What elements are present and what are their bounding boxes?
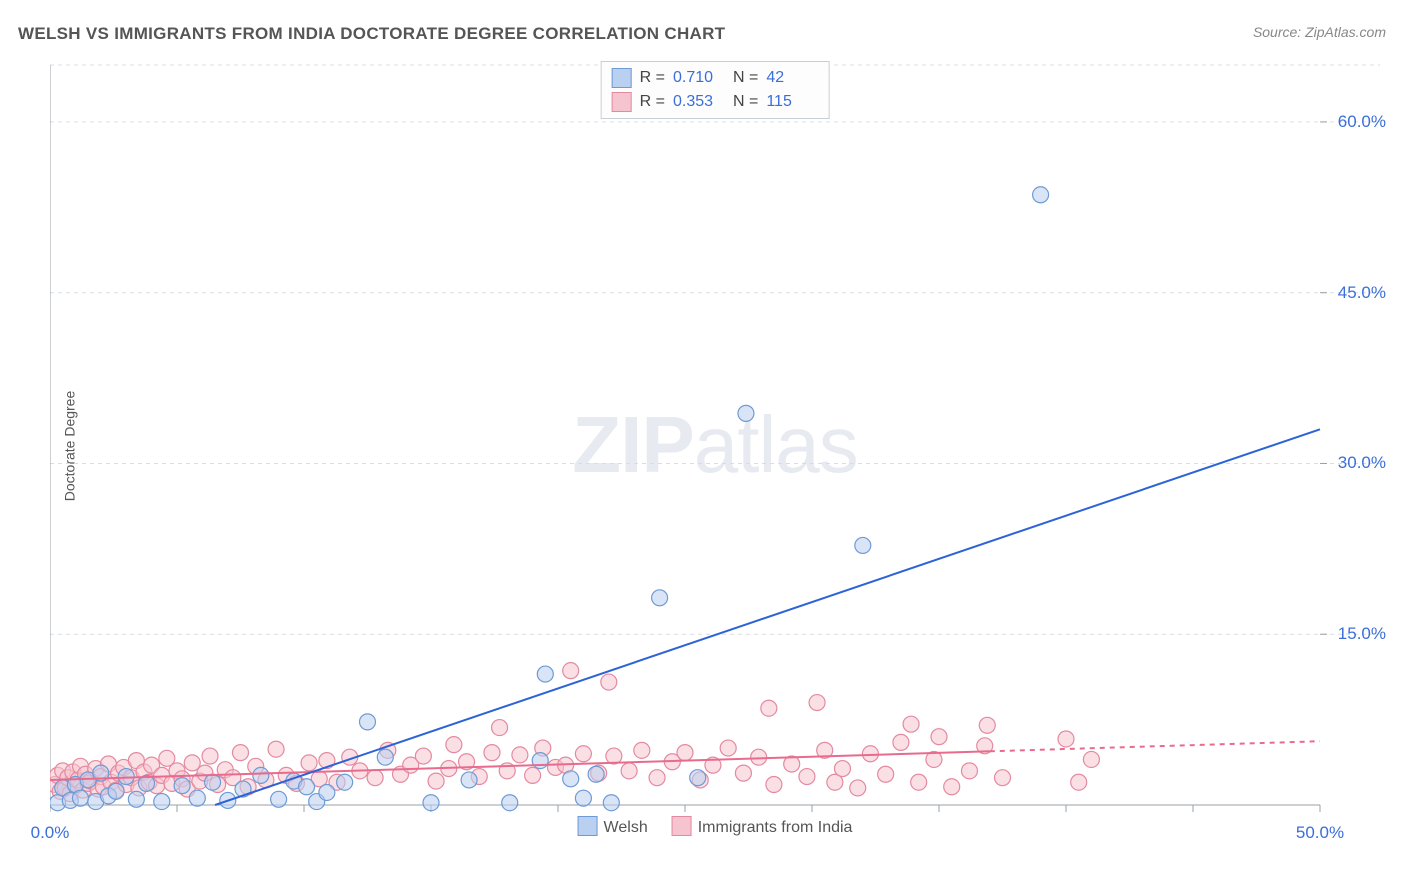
y-tick-label: 60.0%: [1338, 112, 1386, 132]
n-label-india: N =: [733, 93, 758, 111]
legend-bottom-label-welsh: Welsh: [604, 819, 648, 836]
legend-stats-row-welsh: R = 0.710 N = 42: [612, 66, 819, 90]
legend-stats-box: R = 0.710 N = 42 R = 0.353 N = 115: [601, 61, 830, 119]
legend-swatch-india: [612, 92, 632, 112]
legend-bottom-swatch-india: [672, 816, 692, 836]
y-tick-label: 45.0%: [1338, 283, 1386, 303]
legend-swatch-welsh: [612, 68, 632, 88]
r-value-welsh: 0.710: [673, 69, 725, 87]
legend-item-welsh: Welsh: [578, 816, 648, 837]
y-tick-label: 30.0%: [1338, 453, 1386, 473]
n-value-welsh: 42: [766, 69, 818, 87]
n-value-india: 115: [766, 93, 818, 111]
r-label-welsh: R =: [640, 69, 665, 87]
x-tick-label: 0.0%: [31, 823, 70, 843]
chart-svg: [50, 55, 1380, 835]
chart-title: WELSH VS IMMIGRANTS FROM INDIA DOCTORATE…: [18, 24, 725, 44]
legend-stats-row-india: R = 0.353 N = 115: [612, 90, 819, 114]
r-label-india: R =: [640, 93, 665, 111]
x-tick-label: 50.0%: [1296, 823, 1344, 843]
legend-bottom-swatch-welsh: [578, 816, 598, 836]
chart-plot-area: ZIPatlas R = 0.710 N = 42 R = 0.353 N = …: [50, 55, 1380, 835]
n-label-welsh: N =: [733, 69, 758, 87]
legend-bottom-label-india: Immigrants from India: [698, 819, 853, 836]
source-prefix: Source:: [1253, 24, 1305, 40]
legend-item-india: Immigrants from India: [672, 816, 853, 837]
legend-bottom: Welsh Immigrants from India: [578, 816, 853, 837]
r-value-india: 0.353: [673, 93, 725, 111]
source-name: ZipAtlas.com: [1305, 24, 1386, 40]
source-attribution: Source: ZipAtlas.com: [1253, 24, 1386, 40]
y-tick-label: 15.0%: [1338, 624, 1386, 644]
